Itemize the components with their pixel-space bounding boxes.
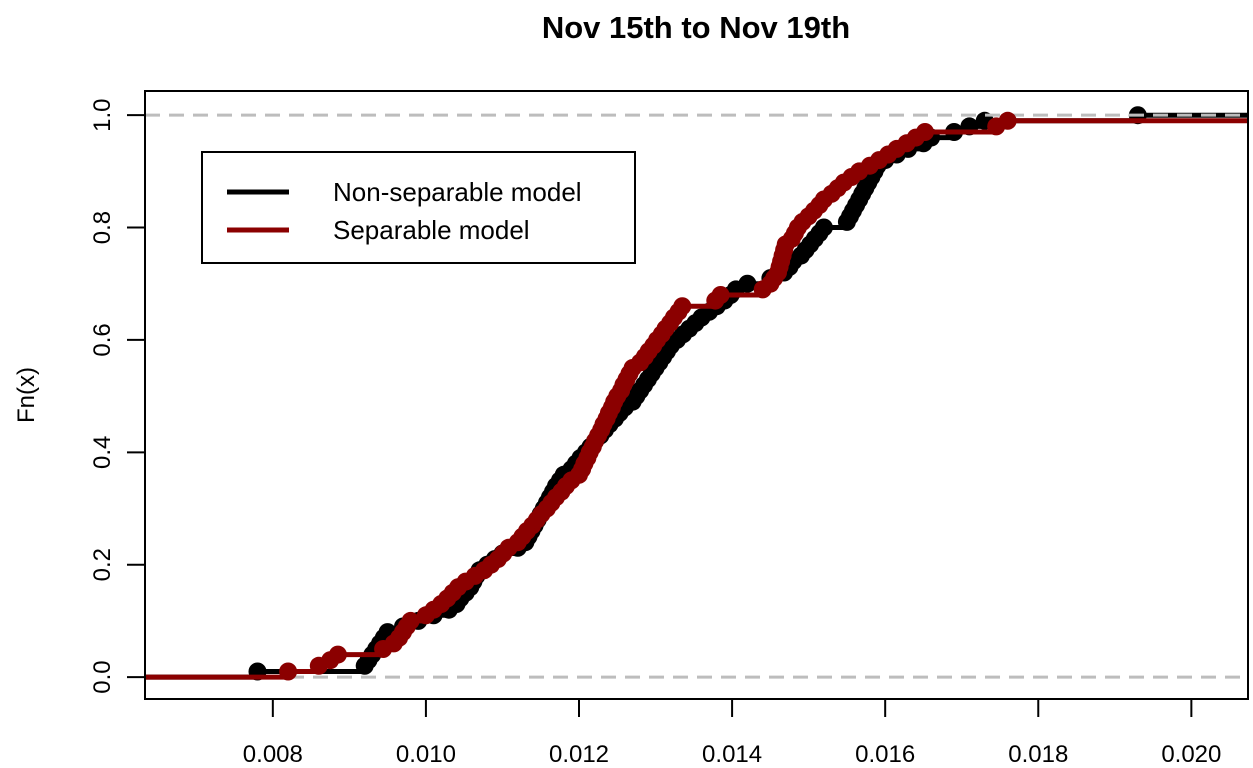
ecdf-jump-point: [814, 218, 833, 237]
ecdf-jump-point: [916, 123, 934, 141]
ecdf-jump-point: [711, 286, 730, 304]
x-axis: 0.008 0.010 0.012 0.014 0.016 0.018 0.020: [243, 699, 1221, 768]
y-tick-label: 0.4: [89, 436, 116, 469]
ecdf-jump-point: [998, 111, 1017, 130]
ecdf-jump-point: [673, 297, 692, 316]
reference-gridlines: [145, 113, 1248, 679]
y-axis: 0.0 0.2 0.4 0.6 0.8 1.0: [89, 98, 145, 694]
x-tick-label: 0.020: [1161, 741, 1221, 768]
y-tick-label: 0.6: [89, 323, 116, 356]
x-tick-label: 0.008: [243, 741, 303, 768]
legend: Non-separable model Separable model: [201, 151, 636, 264]
legend-box: [201, 151, 636, 264]
y-tick-label: 0.2: [89, 548, 116, 581]
x-tick-label: 0.018: [1008, 741, 1068, 768]
x-tick-label: 0.012: [549, 741, 609, 768]
y-tick-label: 1.0: [89, 98, 116, 131]
y-tick-label: 0.8: [89, 211, 116, 244]
legend-label-non-separable: Non-separable model: [333, 177, 582, 207]
chart-title: Nov 15th to Nov 19th: [542, 10, 850, 45]
x-tick-label: 0.010: [396, 741, 456, 768]
legend-label-separable: Separable model: [333, 215, 530, 245]
ecdf-jump-point: [279, 662, 298, 681]
series-separable-model: [145, 111, 1248, 681]
x-tick-label: 0.014: [702, 741, 762, 768]
plot-border: [144, 90, 1249, 700]
y-axis-label: Fn(x): [13, 367, 40, 423]
ecdf-jump-point: [328, 645, 347, 664]
ecdf-jump-point: [738, 274, 757, 293]
x-tick-label: 0.016: [855, 741, 915, 768]
y-tick-label: 0.0: [89, 660, 116, 693]
ecdf-jump-point: [401, 611, 420, 630]
